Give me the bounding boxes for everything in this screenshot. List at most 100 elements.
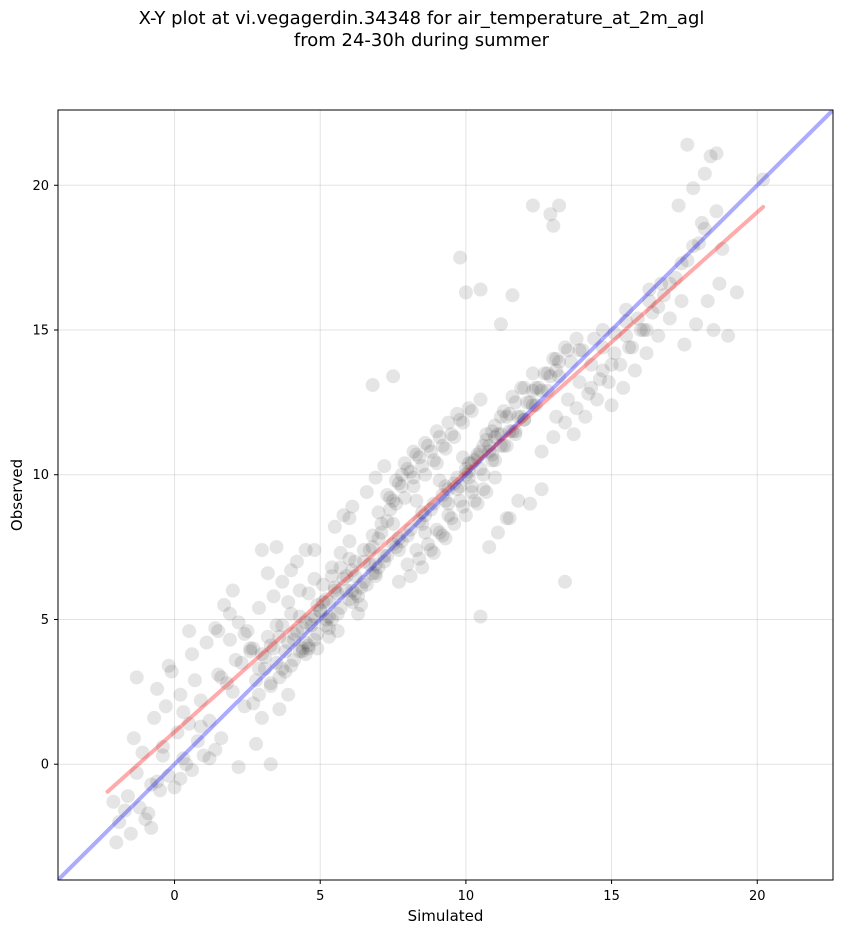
- data-point: [592, 372, 607, 387]
- data-point: [674, 256, 689, 271]
- data-point: [284, 606, 299, 621]
- data-point: [689, 317, 704, 332]
- data-point: [423, 444, 438, 459]
- data-point: [595, 363, 610, 378]
- data-point: [493, 438, 508, 453]
- data-point: [368, 566, 383, 581]
- data-point: [193, 693, 208, 708]
- reference-lines: [58, 110, 833, 880]
- data-point: [359, 577, 374, 592]
- data-point: [476, 438, 491, 453]
- data-point: [482, 540, 497, 555]
- data-point: [432, 430, 447, 445]
- data-point: [342, 592, 357, 607]
- data-point: [575, 343, 590, 358]
- data-point: [572, 375, 587, 390]
- data-point: [453, 479, 468, 494]
- data-point: [272, 702, 287, 717]
- data-point: [182, 716, 197, 731]
- data-point: [435, 438, 450, 453]
- data-point: [275, 574, 290, 589]
- data-point: [409, 447, 424, 462]
- data-point: [619, 302, 634, 317]
- data-point: [418, 435, 433, 450]
- data-point: [362, 543, 377, 557]
- data-point: [409, 493, 424, 508]
- data-point: [319, 612, 333, 627]
- data-point: [625, 340, 639, 355]
- data-point: [161, 658, 176, 673]
- data-point: [243, 644, 258, 659]
- data-point: [520, 395, 535, 410]
- data-point: [234, 655, 249, 670]
- data-point: [590, 392, 604, 407]
- x-tick-label: 0: [170, 889, 178, 904]
- data-point: [179, 757, 194, 772]
- data-point: [552, 198, 567, 213]
- data-point: [595, 323, 610, 337]
- data-point: [330, 624, 345, 639]
- data-point: [447, 430, 462, 445]
- data-point: [560, 392, 575, 407]
- data-point: [319, 592, 333, 607]
- data-point: [208, 621, 223, 636]
- data-point: [438, 493, 453, 508]
- data-point: [365, 528, 380, 543]
- data-point: [400, 557, 415, 572]
- data-point: [319, 618, 333, 633]
- data-point: [298, 635, 313, 650]
- data-point: [406, 444, 421, 459]
- data-point: [141, 806, 156, 821]
- data-point: [266, 589, 281, 604]
- data-point: [307, 632, 322, 647]
- data-point: [514, 409, 529, 424]
- data-point: [619, 314, 634, 329]
- data-point: [292, 609, 307, 624]
- data-point: [499, 409, 514, 424]
- data-point: [502, 424, 517, 439]
- data-point: [220, 676, 234, 691]
- data-point: [257, 661, 272, 676]
- data-point: [502, 511, 517, 526]
- data-point: [356, 574, 371, 589]
- data-point: [418, 525, 433, 540]
- data-point: [426, 496, 441, 511]
- data-point: [686, 239, 701, 254]
- data-point: [645, 305, 660, 320]
- data-point: [257, 650, 272, 665]
- data-point: [225, 684, 240, 699]
- data-point: [706, 323, 721, 337]
- data-point: [447, 516, 462, 531]
- data-point: [534, 383, 549, 398]
- data-point: [322, 595, 336, 610]
- data-point: [380, 514, 395, 529]
- data-point: [677, 337, 692, 352]
- y-axis-ticks: 0 5 10 15 20: [32, 179, 58, 773]
- data-point: [348, 554, 363, 569]
- data-point: [135, 745, 150, 760]
- data-point: [249, 673, 264, 688]
- data-point: [254, 710, 269, 725]
- data-point: [333, 545, 348, 560]
- data-point: [485, 447, 500, 462]
- data-point: [214, 731, 229, 746]
- data-point: [231, 615, 246, 630]
- data-point: [642, 282, 657, 297]
- data-point: [668, 270, 683, 285]
- data-point: [581, 386, 596, 401]
- data-point: [686, 181, 701, 196]
- data-point: [377, 548, 392, 563]
- data-point: [281, 635, 296, 650]
- data-point: [595, 340, 610, 355]
- data-point: [351, 606, 366, 621]
- y-tick-label: 20: [32, 179, 49, 194]
- data-point: [651, 299, 666, 314]
- data-point: [493, 427, 508, 442]
- data-point: [327, 583, 342, 598]
- data-point: [112, 815, 127, 830]
- data-point: [254, 543, 269, 557]
- data-point: [339, 583, 354, 598]
- data-point: [394, 467, 409, 482]
- data-point: [316, 577, 331, 592]
